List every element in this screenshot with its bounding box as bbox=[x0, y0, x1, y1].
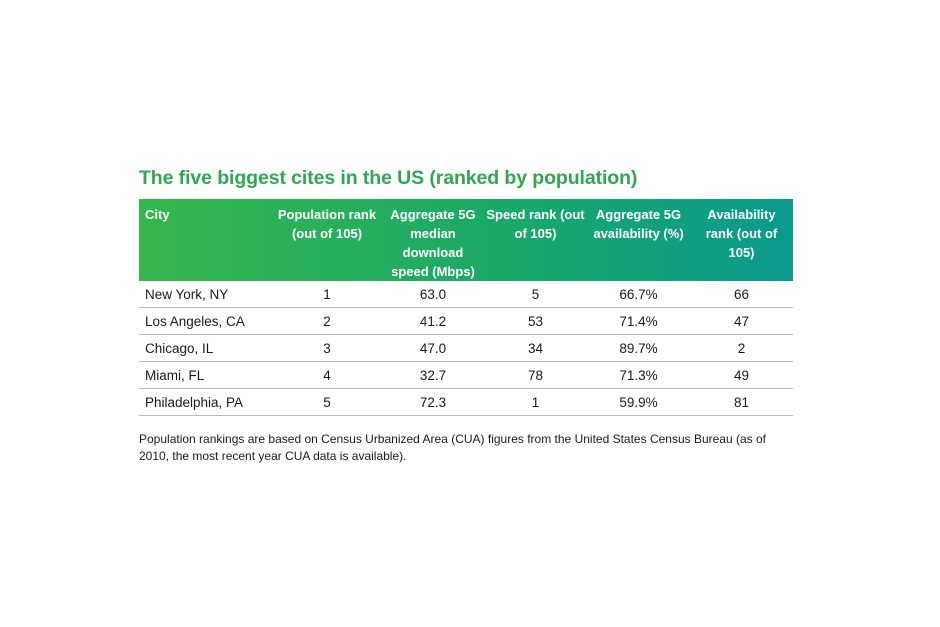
cell-availability: 71.4% bbox=[587, 307, 690, 335]
cell-population-rank: 5 bbox=[272, 388, 382, 416]
table-row: Los Angeles, CA 2 41.2 53 71.4% 47 bbox=[139, 307, 793, 335]
cell-speed-rank: 53 bbox=[484, 307, 587, 335]
cell-availability-rank: 66 bbox=[690, 281, 793, 308]
cell-availability-rank: 81 bbox=[690, 388, 793, 416]
header-availability-rank: Availability rank (out of 105) bbox=[705, 207, 778, 260]
table-header-row: City Population rank (out of 105) Aggreg… bbox=[139, 199, 793, 281]
cell-availability-rank: 2 bbox=[690, 334, 793, 362]
cell-download-speed: 41.2 bbox=[382, 307, 484, 335]
cell-availability: 71.3% bbox=[587, 361, 690, 389]
cell-download-speed: 32.7 bbox=[382, 361, 484, 389]
header-availability: Aggregate 5G availability (%) bbox=[593, 207, 684, 241]
table-row: New York, NY 1 63.0 5 66.7% 66 bbox=[139, 281, 793, 308]
cell-speed-rank: 5 bbox=[484, 281, 587, 308]
cell-availability: 89.7% bbox=[587, 334, 690, 362]
table-row: Miami, FL 4 32.7 78 71.3% 49 bbox=[139, 361, 793, 389]
cell-availability: 66.7% bbox=[587, 281, 690, 308]
cell-availability-rank: 47 bbox=[690, 307, 793, 335]
cell-download-speed: 47.0 bbox=[382, 334, 484, 362]
cell-city: Los Angeles, CA bbox=[139, 307, 272, 335]
header-speed-rank: Speed rank (out of 105) bbox=[486, 207, 585, 241]
cell-city: Philadelphia, PA bbox=[139, 388, 272, 416]
table-title: The five biggest cites in the US (ranked… bbox=[139, 167, 638, 189]
header-city: City bbox=[145, 207, 170, 222]
table-row: Chicago, IL 3 47.0 34 89.7% 2 bbox=[139, 334, 793, 362]
cell-city: Chicago, IL bbox=[139, 334, 272, 362]
cell-download-speed: 72.3 bbox=[382, 388, 484, 416]
cell-availability: 59.9% bbox=[587, 388, 690, 416]
table-row: Philadelphia, PA 5 72.3 1 59.9% 81 bbox=[139, 388, 793, 416]
cell-availability-rank: 49 bbox=[690, 361, 793, 389]
cell-city: Miami, FL bbox=[139, 361, 272, 389]
footnote: Population rankings are based on Census … bbox=[139, 432, 766, 463]
cell-city: New York, NY bbox=[139, 281, 272, 308]
header-download-speed: Aggregate 5G median download speed (Mbps… bbox=[390, 207, 476, 279]
cell-download-speed: 63.0 bbox=[382, 281, 484, 308]
cell-speed-rank: 34 bbox=[484, 334, 587, 362]
cell-speed-rank: 1 bbox=[484, 388, 587, 416]
cell-population-rank: 1 bbox=[272, 281, 382, 308]
cell-population-rank: 3 bbox=[272, 334, 382, 362]
header-population-rank: Population rank (out of 105) bbox=[277, 207, 377, 241]
cell-speed-rank: 78 bbox=[484, 361, 587, 389]
cell-population-rank: 4 bbox=[272, 361, 382, 389]
city-5g-table: City Population rank (out of 105) Aggreg… bbox=[139, 199, 793, 416]
cell-population-rank: 2 bbox=[272, 307, 382, 335]
